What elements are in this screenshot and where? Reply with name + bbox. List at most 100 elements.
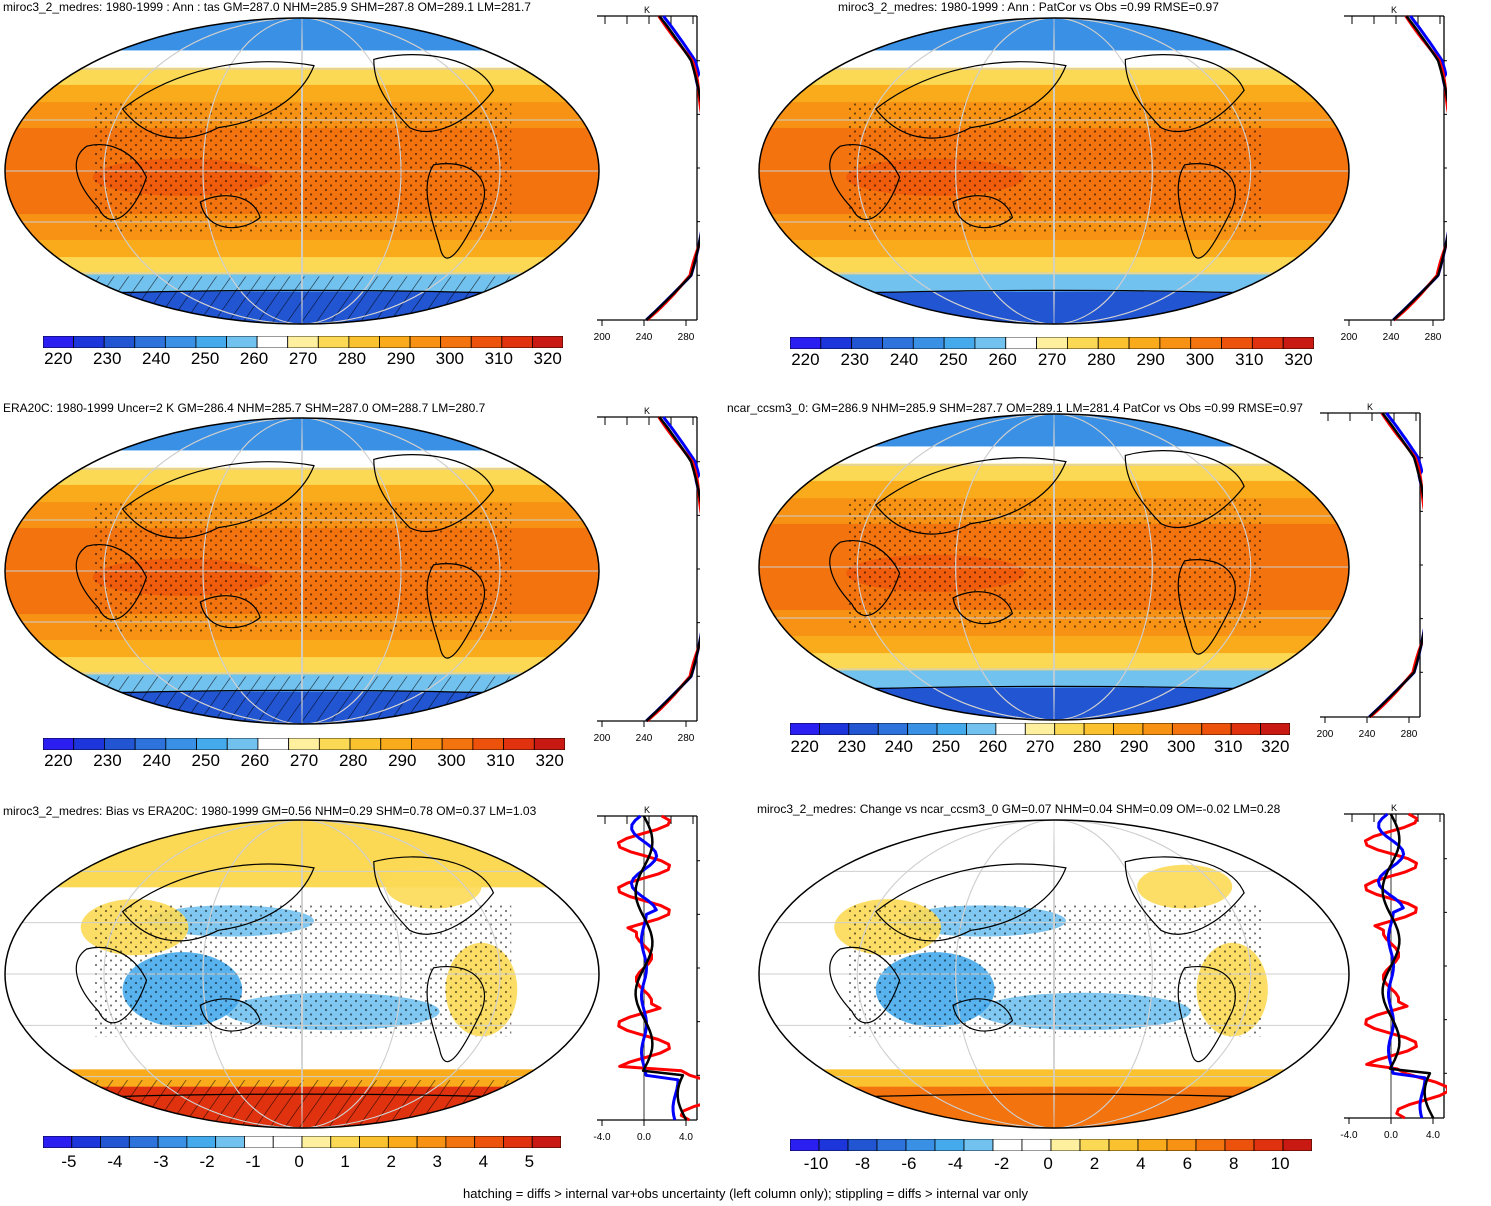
colorbar [790, 723, 1290, 735]
colorbar-swatch [1128, 337, 1161, 349]
profile-x-label: 240 [636, 733, 653, 744]
graticule-meridian [202, 418, 402, 724]
colorbar-tick-label: 280 [338, 751, 368, 770]
colorbar-tick-label: 1 [340, 1152, 350, 1171]
colorbar-swatch [820, 337, 853, 349]
colorbar-tick-label: 5 [524, 1152, 535, 1171]
colorbar-tick-label: 250 [191, 751, 220, 770]
colorbar-swatch [196, 738, 228, 750]
profile-unit-label: K [644, 805, 650, 815]
colorbar-swatch [73, 336, 105, 348]
zonal-mean-profile: K60N30N030S60S-4.00.04.0 [593, 805, 700, 1143]
colorbar-tick-label: -3 [153, 1152, 169, 1171]
colorbar-tick-label: -2 [199, 1152, 215, 1171]
colorbar-tick-label: 260 [240, 751, 270, 770]
colorbar-tick-label: 270 [1037, 350, 1067, 369]
colorbar-tick-label: 290 [388, 751, 417, 770]
map-boundary [4, 417, 600, 725]
colorbar-swatch [1230, 723, 1261, 735]
colorbar-tick-label: 240 [884, 737, 913, 756]
profile-x-label: -4.0 [1340, 1130, 1358, 1141]
colorbar-tick-label: 240 [142, 751, 171, 770]
global-map [758, 819, 1350, 1129]
colorbar-tick-label: 250 [190, 349, 220, 368]
colorbar-swatch [936, 723, 967, 735]
colorbar-swatch [128, 1136, 159, 1148]
colorbar-tick-label: 260 [988, 350, 1017, 369]
profile-curve [645, 15, 700, 322]
panel-title: ncar_ccsm3_0: GM=286.9 NHM=285.9 SHM=287… [727, 401, 1303, 415]
colorbar-swatch [1142, 723, 1173, 735]
profile-curve [1392, 15, 1447, 322]
colorbar-swatch [272, 1136, 303, 1148]
colorbar-swatch [1021, 1139, 1052, 1151]
colorbar-swatch [195, 336, 227, 348]
profile-x-label: 200 [594, 332, 611, 343]
colorbar-swatch [790, 337, 822, 349]
profile-x-label: 4.0 [1426, 1130, 1440, 1141]
colorbar-tick-label: 220 [791, 350, 820, 369]
colorbar-tick-label: 270 [288, 349, 318, 368]
colorbar-tick-label: 320 [1284, 350, 1313, 369]
colorbar-tick-label: 0 [1043, 1154, 1053, 1173]
colorbar-swatch [819, 723, 850, 735]
map-boundary [758, 819, 1350, 1129]
colorbar [43, 1136, 561, 1148]
graticule-meridian [1053, 414, 1055, 720]
colorbar-swatch [226, 738, 259, 750]
profile-x-label: 240 [636, 332, 653, 343]
colorbar-swatch [1251, 337, 1284, 349]
colorbar-swatch [1083, 723, 1114, 735]
colorbar-tick-label: -6 [901, 1154, 917, 1173]
colorbar-tick-label: -2 [994, 1154, 1010, 1173]
colorbar-tick-label: 260 [978, 737, 1008, 756]
colorbar-swatch [104, 738, 136, 750]
colorbar-tick-label: 270 [289, 751, 319, 770]
colorbar-swatch [1108, 1139, 1139, 1151]
colorbar-tick-label: 2 [1089, 1154, 1100, 1173]
coastline [426, 563, 486, 659]
colorbar-tick-label: 6 [1182, 1154, 1193, 1173]
colorbar-swatch [531, 1136, 561, 1148]
panel-title: miroc3_2_medres: Change vs ncar_ccsm3_0 … [757, 802, 1281, 816]
colorbar-tick-label: 290 [386, 349, 416, 368]
colorbar-tick-label: 240 [141, 349, 171, 368]
colorbar-swatch [474, 1136, 504, 1148]
colorbar-swatch [472, 738, 504, 750]
colorbar-swatch [1079, 1139, 1110, 1151]
colorbar-tick-label: 240 [889, 350, 919, 369]
colorbar-tick-label: 230 [93, 751, 122, 770]
colorbar-swatch [1260, 723, 1290, 735]
colorbar-swatch [1171, 723, 1203, 735]
colorbar-swatch [257, 738, 290, 750]
coastline [426, 163, 486, 259]
map-boundary [4, 17, 600, 325]
coastline [874, 61, 1067, 139]
colorbar-tick-label: 320 [1261, 737, 1290, 756]
panel-title: miroc3_2_medres: 1980-1999 : Ann : tas G… [3, 0, 531, 14]
colorbar [790, 1139, 1312, 1151]
colorbar-swatch [532, 336, 563, 348]
graticule-meridian [103, 418, 501, 724]
colorbar-swatch [1166, 1139, 1197, 1151]
colorbar-tick-label: 230 [93, 349, 122, 368]
colorbar-swatch [1054, 723, 1085, 735]
profile-x-label: 0.0 [1384, 1130, 1398, 1141]
global-map [4, 417, 600, 725]
graticule-meridian [202, 18, 402, 324]
colorbar-swatch [1067, 337, 1099, 349]
coastline [75, 946, 148, 1024]
profile-unit-label: K [644, 5, 650, 15]
colorbar-tick-label: 0 [294, 1152, 304, 1171]
colorbar-swatch [877, 723, 909, 735]
profile-x-label: 4.0 [679, 1132, 693, 1143]
global-map [758, 17, 1350, 325]
colorbar-tick-label: 250 [931, 737, 961, 756]
map-boundary [4, 819, 600, 1129]
colorbar-swatch [503, 1136, 533, 1148]
map-anomaly-patch [1137, 864, 1233, 909]
colorbar-swatch [501, 336, 533, 348]
colorbar-tick-label: 250 [939, 350, 968, 369]
colorbar-swatch [330, 1136, 360, 1148]
footer-note: hatching = diffs > internal var+obs unce… [463, 1186, 1028, 1201]
